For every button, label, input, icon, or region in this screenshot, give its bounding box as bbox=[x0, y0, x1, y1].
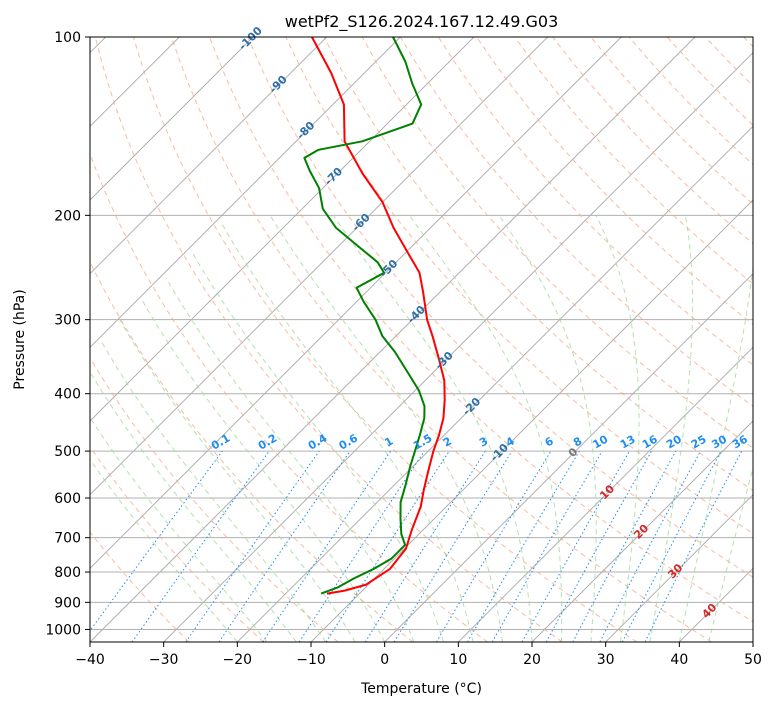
dry-adiabat-line bbox=[514, 37, 753, 285]
mixing-ratio-line bbox=[521, 450, 630, 642]
moist-adiabat-line bbox=[678, 264, 753, 642]
isotherm-line bbox=[163, 51, 753, 642]
y-tick-label: 1000 bbox=[45, 622, 81, 638]
moist-adiabat-line bbox=[100, 340, 327, 642]
dewpoint-profile-line bbox=[303, 37, 426, 595]
x-tick-label: −30 bbox=[149, 652, 179, 668]
x-axis-label: Temperature (°C) bbox=[360, 681, 482, 697]
isotherm-line bbox=[90, 37, 401, 349]
isotherm-line bbox=[531, 420, 753, 642]
x-tick-label: 40 bbox=[670, 652, 688, 668]
isotherm-line bbox=[90, 37, 254, 201]
x-tick-label: 0 bbox=[380, 652, 389, 668]
isotherm-line bbox=[605, 493, 753, 642]
y-tick-label: 600 bbox=[54, 491, 81, 507]
moist-adiabat-line bbox=[191, 251, 445, 642]
moist-adiabat-line bbox=[165, 277, 415, 642]
moist-adiabat-line bbox=[708, 465, 753, 642]
y-tick-label: 500 bbox=[54, 444, 81, 460]
dry-adiabat-line bbox=[247, 37, 753, 578]
y-tick-label: 100 bbox=[54, 30, 81, 46]
grid-layer bbox=[90, 37, 753, 642]
mixing-ratio-line bbox=[644, 450, 743, 642]
x-tick-label: −10 bbox=[296, 652, 326, 668]
x-tick-label: 10 bbox=[449, 652, 467, 668]
background-lines bbox=[90, 37, 753, 642]
x-tick-label: 30 bbox=[597, 652, 615, 668]
isotherm-line bbox=[457, 346, 753, 642]
dry-adiabat-line bbox=[399, 37, 753, 407]
mixing-ratio-line bbox=[90, 450, 223, 632]
dry-adiabat-line bbox=[90, 446, 264, 642]
isotherm-line bbox=[236, 125, 753, 642]
mixing-ratio-line bbox=[131, 450, 270, 642]
dry-adiabat-line bbox=[132, 37, 638, 642]
isotherm-line bbox=[90, 37, 328, 275]
mixing-ratio-line bbox=[185, 450, 320, 642]
x-tick-label: −20 bbox=[223, 652, 253, 668]
mixing-ratio-line bbox=[218, 450, 351, 642]
temperature-profile-line bbox=[311, 37, 446, 595]
moist-adiabat-line bbox=[90, 416, 268, 642]
moist-adiabat-line bbox=[498, 215, 597, 642]
mixing-ratio-line bbox=[262, 450, 392, 642]
y-tick-label: 400 bbox=[54, 387, 81, 403]
moist-adiabat-line bbox=[408, 215, 563, 642]
y-tick-label: 300 bbox=[54, 313, 81, 329]
x-tick-label: −40 bbox=[75, 652, 105, 668]
mixing-ratio-line bbox=[572, 450, 677, 642]
y-tick-label: 800 bbox=[54, 565, 81, 581]
dry-adiabat-line bbox=[94, 37, 563, 642]
mixing-ratio-line bbox=[393, 450, 513, 642]
moist-adiabat-line bbox=[139, 297, 386, 642]
moist-adiabat-line bbox=[90, 370, 297, 642]
y-tick-label: 900 bbox=[54, 595, 81, 611]
dry-adiabat-line bbox=[90, 531, 190, 642]
moist-adiabat-line bbox=[332, 215, 533, 642]
moist-adiabat-line bbox=[90, 458, 238, 642]
dry-adiabat-line bbox=[361, 37, 753, 449]
data-lines bbox=[303, 37, 446, 595]
dry-adiabat-line bbox=[90, 356, 339, 642]
isotherm-line bbox=[90, 37, 696, 642]
chart-title: wetPf2_S126.2024.167.12.49.G03 bbox=[285, 12, 559, 32]
dry-adiabat-line bbox=[90, 152, 488, 642]
y-axis-ticks: 1000 900 800 700 600 500 400 300 200 100 bbox=[45, 30, 90, 638]
y-tick-label: 200 bbox=[54, 208, 81, 224]
dry-adiabat-line bbox=[171, 37, 712, 642]
x-tick-label: 20 bbox=[523, 652, 541, 668]
moist-adiabat-line bbox=[220, 221, 474, 642]
moist-adiabat-line bbox=[119, 319, 356, 642]
plot-frame bbox=[89, 36, 754, 643]
isotherm-line bbox=[384, 272, 753, 642]
moist-adiabat-line bbox=[595, 215, 640, 642]
mixing-ratio-line bbox=[298, 450, 425, 642]
y-tick-label: 700 bbox=[54, 531, 81, 547]
moist-adiabat-line bbox=[649, 215, 694, 642]
isotherm-line bbox=[90, 37, 549, 496]
dry-adiabat-line bbox=[209, 37, 753, 623]
x-axis-ticks: −40 −30 −20 −10 0 10 20 30 40 50 bbox=[75, 642, 762, 668]
y-axis-label: Pressure (hPa) bbox=[12, 289, 28, 389]
mixing-ratio-line bbox=[325, 450, 450, 642]
moist-adiabat-line bbox=[269, 215, 503, 642]
x-tick-label: 50 bbox=[744, 652, 762, 668]
mixing-ratio-line bbox=[545, 450, 653, 642]
dry-adiabat-line bbox=[90, 260, 414, 642]
isotherm-line bbox=[90, 37, 622, 570]
